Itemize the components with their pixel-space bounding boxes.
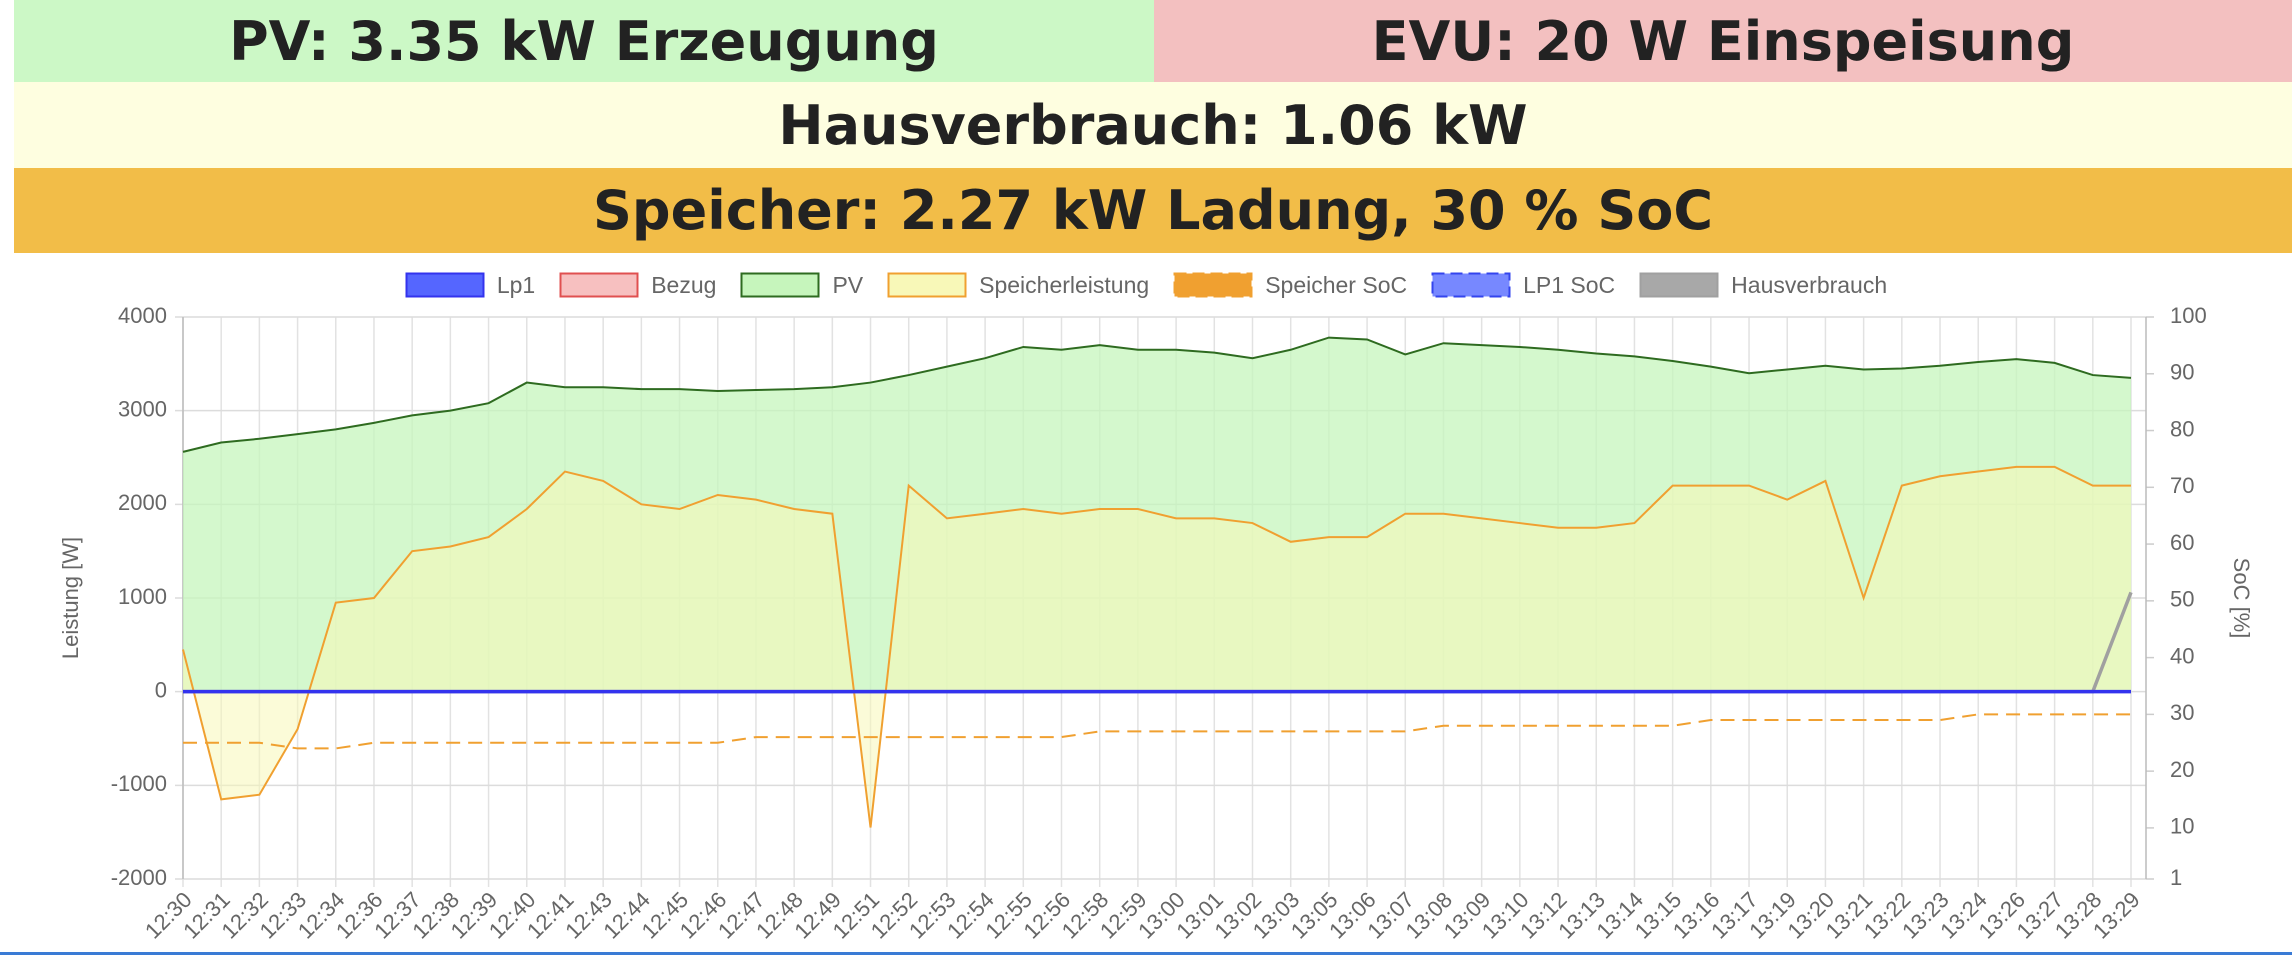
legend-swatch — [405, 272, 485, 298]
series-line — [183, 713, 2131, 750]
legend-swatch — [1173, 272, 1253, 298]
legend-box — [1639, 272, 1719, 298]
legend-item[interactable]: Bezug — [559, 272, 716, 299]
y-tick-label: -2000 — [111, 865, 167, 890]
legend-label: Bezug — [651, 271, 717, 298]
y2-tick-label: 40 — [2170, 643, 2194, 668]
y-tick-label: 0 — [155, 677, 167, 702]
legend-swatch — [1431, 272, 1511, 298]
series-line — [182, 336, 2132, 453]
y2-tick-label: 20 — [2170, 757, 2194, 782]
legend-swatch — [559, 272, 639, 298]
legend-item[interactable]: Lp1 — [405, 272, 535, 299]
storage-tile: Speicher: 2.27 kW Ladung, 30 % SoC — [14, 168, 2292, 253]
y-tick-label: -1000 — [111, 771, 167, 796]
legend-box — [1431, 272, 1511, 298]
legend-item[interactable]: Speicherleistung — [887, 272, 1149, 299]
y2-tick-label: 10 — [2170, 814, 2194, 839]
legend-label: Speicher SoC — [1265, 271, 1408, 298]
house-tile: Hausverbrauch: 1.06 kW — [14, 82, 2292, 168]
legend-swatch — [740, 272, 820, 298]
y2-tick-label: 80 — [2170, 416, 2194, 441]
y2-tick-label: 70 — [2170, 473, 2194, 498]
legend-label: Speicherleistung — [979, 271, 1150, 298]
y-axis-title: Leistung [W] — [58, 537, 83, 659]
y2-tick-label: 30 — [2170, 700, 2194, 725]
legend-label: Lp1 — [496, 271, 536, 298]
legend-swatch — [887, 272, 967, 298]
legend-swatch — [1639, 272, 1719, 298]
legend-label: LP1 SoC — [1523, 271, 1616, 298]
legend-item[interactable]: Speicher SoC — [1173, 272, 1407, 299]
legend-item[interactable]: LP1 SoC — [1431, 272, 1615, 299]
y-tick-label: 1000 — [118, 584, 167, 609]
y-tick-label: 3000 — [118, 396, 167, 421]
legend-box — [1173, 272, 1253, 298]
legend-item[interactable]: PV — [740, 272, 863, 299]
legend-label: PV — [832, 271, 864, 298]
y-tick-label: 2000 — [118, 490, 167, 515]
y2-tick-label: 50 — [2170, 587, 2194, 612]
y2-tick-label: 90 — [2170, 360, 2194, 385]
y2-tick-label: 1 — [2170, 865, 2182, 890]
y-tick-label: 4000 — [118, 303, 167, 328]
legend-box — [405, 272, 485, 298]
bottom-border — [0, 952, 2292, 955]
pv-tile: PV: 3.35 kW Erzeugung — [14, 0, 1154, 82]
y2-axis-title: SoC [%] — [2229, 558, 2254, 639]
area-fill — [183, 466, 2131, 828]
legend: Lp1 Bezug PV Speicherleistung Speicher SoC LP… — [0, 268, 2292, 302]
series-line — [182, 465, 2131, 828]
y2-tick-label: 60 — [2170, 530, 2194, 555]
legend-box — [559, 272, 639, 298]
legend-box — [740, 272, 820, 298]
legend-item[interactable]: Hausverbrauch — [1639, 272, 1887, 299]
y2-tick-label: 100 — [2170, 303, 2207, 328]
legend-box — [887, 272, 967, 298]
evu-tile: EVU: 20 W Einspeisung — [1154, 0, 2292, 82]
legend-label: Hausverbrauch — [1731, 271, 1888, 298]
